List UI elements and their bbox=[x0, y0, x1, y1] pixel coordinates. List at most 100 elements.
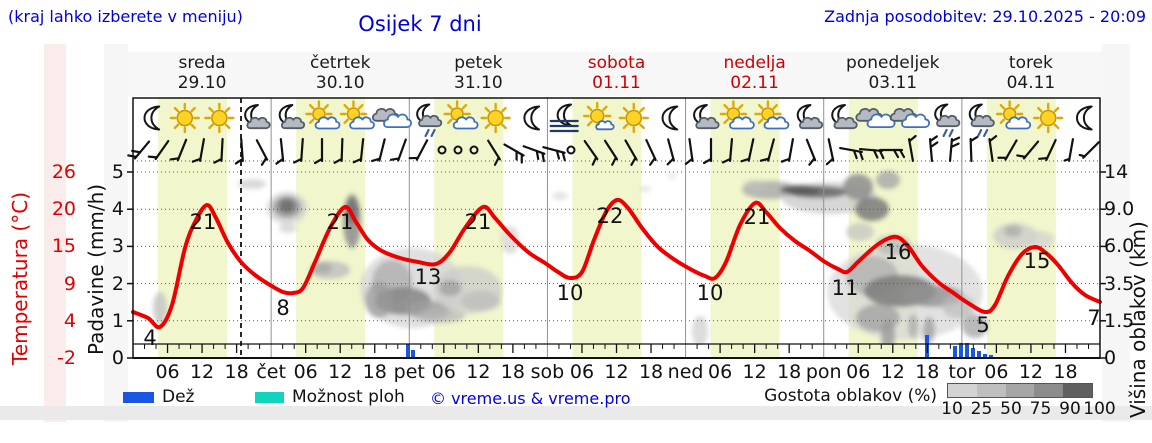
day-name: torek bbox=[1008, 53, 1053, 73]
wind-barb bbox=[313, 137, 324, 165]
hour-label-18: 18 bbox=[915, 361, 940, 383]
wind-barb bbox=[437, 145, 447, 155]
precip-tick-0: 0 bbox=[111, 347, 124, 369]
hour-label-18: 18 bbox=[1053, 361, 1078, 383]
weather-icon-sun-cloud bbox=[339, 100, 375, 130]
temp-tick--2: -2 bbox=[57, 347, 76, 369]
weather-icon-moon-cloud-drizzle bbox=[416, 103, 443, 138]
wind-barb bbox=[503, 143, 525, 164]
temperature-curve bbox=[131, 197, 1102, 330]
wind-barb bbox=[759, 138, 775, 162]
chart-frame bbox=[127, 97, 1106, 359]
temperature-labels: 4 21 8 21 13 21 10 22 10 21 11 16 5 15 7 bbox=[143, 204, 1100, 350]
weather-icon-moon-cloud-drizzle bbox=[968, 103, 995, 138]
temp-label: 5 bbox=[976, 313, 989, 337]
wind-barb bbox=[191, 138, 206, 163]
wind-barb bbox=[293, 137, 304, 164]
weather-icon-sun-cloud bbox=[754, 100, 790, 130]
weather-icon-moon-cloud bbox=[831, 104, 858, 130]
weather-icon-moon-fog bbox=[549, 103, 579, 133]
wind-barb bbox=[878, 148, 906, 159]
wind-barb bbox=[603, 139, 619, 166]
hour-label-12: 12 bbox=[604, 361, 629, 383]
wind-barb bbox=[583, 139, 599, 166]
density-segment-4 bbox=[1034, 384, 1064, 397]
wind-barb bbox=[487, 139, 501, 166]
density-segment-2 bbox=[976, 384, 1006, 397]
hour-label-12: 12 bbox=[742, 361, 767, 383]
day-name: ponedeljek bbox=[846, 53, 940, 73]
weather-icon-sun-cloud bbox=[719, 100, 755, 130]
wind-barb bbox=[684, 138, 694, 165]
wind-barb bbox=[805, 138, 817, 166]
wind-barb bbox=[408, 139, 429, 161]
temperature-axis-title: Temperatura (°C) bbox=[8, 191, 32, 365]
weather-icon-moon-cloud bbox=[278, 104, 306, 130]
hour-label-06: 06 bbox=[293, 361, 318, 383]
day-name: petek bbox=[454, 53, 503, 73]
temp-label: 22 bbox=[597, 204, 624, 228]
hour-label-18: 18 bbox=[500, 361, 525, 383]
wind-barb bbox=[566, 145, 576, 155]
wind-barb bbox=[234, 137, 244, 165]
weather-icon-moon-cloud bbox=[244, 104, 271, 130]
day-abbr-tor: tor bbox=[948, 361, 976, 383]
cloud-tick-9.0: 9.0 bbox=[1104, 198, 1135, 221]
last-update: Zadnja posodobitev: 29.10.2025 - 20:09 bbox=[824, 7, 1146, 26]
cloud-tick-14: 14 bbox=[1104, 161, 1129, 183]
weather-icon-moon bbox=[143, 105, 161, 131]
temp-tick-4: 4 bbox=[63, 309, 76, 332]
cloud-tick-1.5: 1.5 bbox=[1104, 309, 1135, 332]
showers-legend-label: Možnost ploh bbox=[292, 387, 405, 407]
wind-barb bbox=[453, 145, 463, 155]
hour-label-06: 06 bbox=[708, 361, 733, 383]
wind-barb bbox=[839, 146, 864, 161]
copyright-link[interactable]: © vreme.us & vreme.pro bbox=[430, 389, 631, 408]
wind-barb bbox=[969, 135, 979, 163]
day-date: 04.11 bbox=[1006, 73, 1056, 93]
rain-legend-swatch bbox=[123, 392, 154, 403]
density-tick-50: 50 bbox=[1000, 399, 1022, 419]
weather-icon-moon-cloud bbox=[796, 104, 824, 130]
cloud-tick-3.5: 3.5 bbox=[1104, 272, 1135, 295]
day-abbr-ned: ned bbox=[667, 361, 704, 383]
temp-label: 21 bbox=[327, 210, 354, 234]
wind-barb bbox=[702, 137, 713, 165]
temp-axis-strip bbox=[44, 44, 66, 422]
density-segment-3 bbox=[1005, 384, 1035, 397]
wind-barb bbox=[740, 138, 755, 163]
weather-icon-moon bbox=[523, 105, 541, 131]
day-name: četrtek bbox=[309, 53, 371, 73]
wind-barbs bbox=[127, 134, 1100, 166]
page-title: Osijek 7 dni bbox=[358, 12, 482, 36]
weather-icon-cloud bbox=[889, 108, 931, 128]
wind-barb bbox=[907, 134, 917, 162]
wind-barb bbox=[333, 137, 344, 164]
weather-icon-sun-cloud bbox=[305, 100, 341, 130]
temp-tick-9: 9 bbox=[63, 272, 76, 295]
weather-icon-sun bbox=[480, 102, 511, 134]
temp-label: 10 bbox=[697, 281, 724, 305]
menu-hint: (kraj lahko izberete v meniju) bbox=[8, 7, 243, 26]
weather-icon-sun bbox=[169, 102, 201, 134]
day-header-ponedeljek: ponedeljek 03.11 bbox=[824, 53, 962, 93]
day-abbr-pet: pet bbox=[393, 361, 425, 383]
day-header-torek: torek 04.11 bbox=[962, 53, 1100, 93]
day-header-nedelja: nedelja 02.11 bbox=[686, 53, 824, 93]
hour-label-12: 12 bbox=[1018, 361, 1044, 383]
wind-barb bbox=[213, 137, 224, 164]
wind-barb bbox=[1016, 140, 1040, 160]
day-name: sobota bbox=[587, 53, 646, 73]
hour-label-06: 06 bbox=[569, 361, 595, 383]
weather-icon-cloud bbox=[855, 108, 896, 128]
rain-legend-label: Dež bbox=[162, 387, 195, 407]
precip-tick-5: 5 bbox=[111, 161, 124, 183]
temp-tick-15: 15 bbox=[51, 235, 76, 258]
cloud-tick-6.0: 6.0 bbox=[1104, 235, 1135, 258]
hour-label-12: 12 bbox=[466, 361, 491, 383]
wind-barb bbox=[666, 138, 675, 166]
wind-barb bbox=[389, 138, 407, 162]
weather-icon-moon-cloud-drizzle bbox=[934, 103, 961, 138]
wind-barb bbox=[645, 138, 657, 166]
